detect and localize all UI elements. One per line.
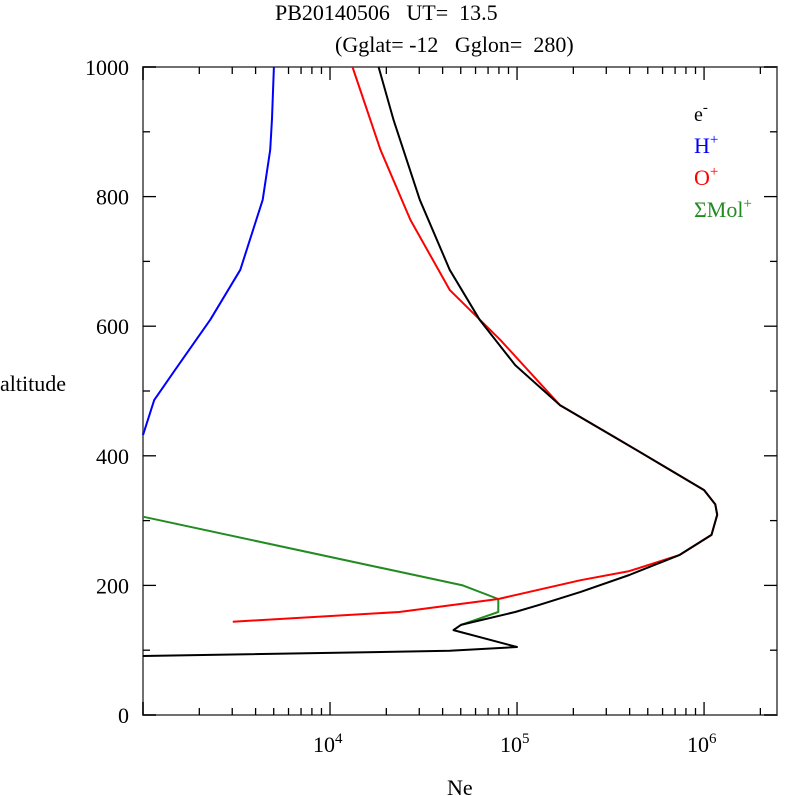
series-group (142, 66, 719, 657)
y-tick-label: 200 (96, 573, 129, 598)
x-axis-label: Ne (447, 775, 473, 796)
x-tick-label: 104 (313, 731, 343, 757)
legend-item: ΣMol+ (694, 196, 752, 222)
x-tick-label: 106 (687, 731, 717, 757)
plot-frame (142, 66, 778, 716)
chart-title-line2: (Gglat= -12 Gglon= 280) (335, 32, 574, 57)
legend-item: e- (694, 100, 708, 126)
y-tick-label: 600 (96, 314, 129, 339)
legend: e- H+ O+ ΣMol+ (694, 100, 752, 222)
legend-item: O+ (694, 164, 718, 190)
y-tick-label: 1000 (85, 55, 129, 80)
axes: 0 200 400 600 800 1000 104 105 106 (85, 55, 778, 757)
y-tick-label: 800 (96, 185, 129, 210)
y-axis-label: altitude (0, 371, 66, 396)
x-tick-label: 105 (500, 731, 529, 757)
series-line-o (232, 66, 719, 623)
series-line-h (142, 66, 275, 436)
legend-item: H+ (694, 132, 718, 158)
series-line-e (142, 66, 719, 657)
series-line-mol (142, 515, 500, 626)
y-tick-label: 0 (118, 703, 129, 728)
chart-title-line1: PB20140506 UT= 13.5 (275, 0, 498, 25)
y-tick-label: 400 (96, 444, 129, 469)
